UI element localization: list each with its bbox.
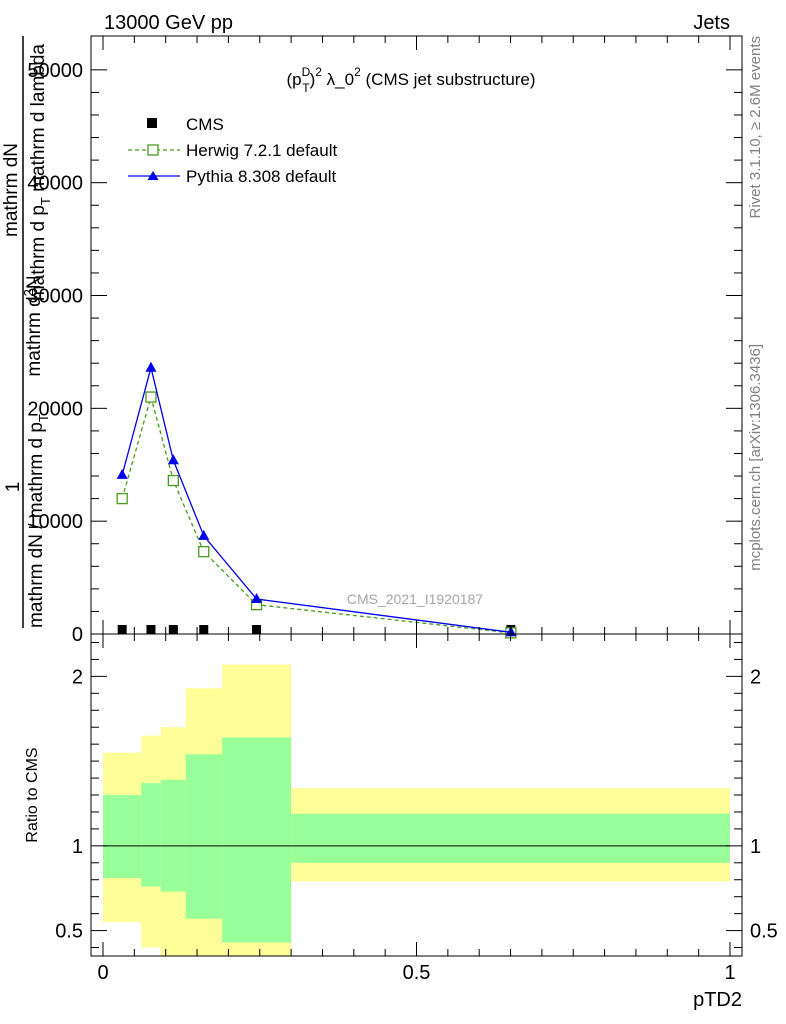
- ratio-ylabel: Ratio to CMS: [24, 747, 41, 842]
- ylabel-frac2-num-a: mathrm d: [24, 296, 45, 376]
- title-sup-d: D: [302, 65, 311, 79]
- data-point-herwig-7-2-1-default: [167, 474, 179, 487]
- series-line-herwig-7-2-1-default: [121, 394, 511, 634]
- mcplots-label: mcplots.cern.ch [arXiv:1306.3436]: [747, 344, 764, 571]
- legend-marker-pythia: [147, 171, 159, 180]
- ylabel-frac1-num: mathrm dN: [1, 143, 22, 237]
- ylabel-one: 1: [3, 482, 24, 493]
- title-sub-t: T: [302, 81, 310, 95]
- ylabel-frac2-den-b: mathrm d lambda: [28, 44, 49, 198]
- plot-title: (pD T)2 λ_02 (CMS jet substructure): [286, 65, 535, 95]
- data-point-herwig-7-2-1-default: [145, 391, 157, 403]
- ratio-band-green: [185, 754, 223, 919]
- ratio-y-tick-label: 1: [72, 836, 83, 858]
- ratio-y-tick-label-right: 1: [750, 836, 761, 858]
- ratio-plot: 0.5 0.5 1 1 2 2 0 0.5 1 Ratio to CMS pTD2: [24, 633, 778, 1011]
- y-tick-label: 50000: [27, 60, 83, 82]
- ratio-y-tick-label: 2: [72, 666, 83, 688]
- svg-text:mathrm d2N: mathrm d2N: [21, 275, 45, 376]
- ylabel-frac2-den-sub: T: [38, 197, 53, 205]
- ylabel-frac2-den: mathrm d pT mathrm d lambda: [28, 44, 53, 302]
- ratio-y-tick-label-right: 2: [750, 666, 761, 688]
- ylabel-frac2-num: mathrm d2N: [21, 275, 45, 376]
- svg-text:mathrm d pT mathrm d lambda: mathrm d pT mathrm d lambda: [28, 44, 53, 302]
- y-axis-ticks: 0 10000 20000 30000 40000 50000: [27, 36, 742, 646]
- header-right: Jets: [693, 12, 730, 34]
- series-line-pythia-8-308-default: [121, 367, 511, 633]
- title-part-a: (p: [286, 70, 301, 89]
- ratio-axis-ticks: 0.5 0.5 1 1 2 2 0 0.5 1: [55, 634, 778, 984]
- ylabel-frac1-den: mathrm dN / mathrm d pT: [26, 414, 51, 628]
- title-part-b: ): [310, 70, 316, 89]
- ylabel-frac2-den-a: mathrm d p: [28, 205, 49, 301]
- x-tick-label: 0: [97, 962, 108, 984]
- data-point-herwig-7-2-1-default: [198, 545, 210, 558]
- legend-marker-cms: [147, 118, 157, 128]
- y-tick-label: 30000: [27, 286, 83, 308]
- ylabel-frac2-num-b: N: [24, 275, 45, 289]
- legend: CMS Herwig 7.2.1 default Pythia 8.308 de…: [128, 115, 337, 186]
- legend-marker-herwig: [147, 144, 159, 156]
- legend-label-pythia: Pythia 8.308 default: [186, 167, 337, 186]
- y-tick-label: 40000: [27, 173, 83, 195]
- data-point-pythia-8-308-default: [116, 468, 128, 479]
- ratio-bands: [103, 664, 730, 956]
- data-point-cms: [117, 625, 127, 634]
- ratio-band-green: [222, 737, 292, 943]
- ratio-y-tick-label-right: 0.5: [750, 921, 778, 943]
- main-ylabel: 1 mathrm dN mathrm dN / mathrm d pT math…: [1, 36, 53, 628]
- x-axis-label: pTD2: [693, 989, 742, 1011]
- data-point-cms: [199, 625, 209, 634]
- data-point-pythia-8-308-default: [198, 529, 210, 540]
- y-tick-label: 20000: [27, 398, 83, 420]
- title-sup-2b: 2: [354, 65, 361, 79]
- title-part-d: (CMS jet substructure): [361, 70, 536, 89]
- x-tick-label: 0.5: [403, 962, 431, 984]
- svg-text:mathrm dN / mathrm d pT: mathrm dN / mathrm d pT: [26, 414, 51, 628]
- legend-label-herwig: Herwig 7.2.1 default: [186, 141, 337, 160]
- ylabel-frac1-den-sub: T: [36, 414, 51, 422]
- data-point-cms: [252, 625, 262, 634]
- ratio-band-green: [291, 813, 730, 863]
- y-tick-label: 0: [72, 624, 83, 646]
- ylabel-frac1-den-main: mathrm dN / mathrm d p: [26, 422, 47, 628]
- title-sup-2a: 2: [315, 65, 322, 79]
- x-tick-label: 1: [724, 962, 735, 984]
- data-point-pythia-8-308-default: [167, 454, 179, 465]
- legend-label-cms: CMS: [186, 115, 224, 134]
- title-part-c: λ_0: [322, 70, 354, 89]
- ratio-band-green: [103, 795, 142, 879]
- ratio-y-tick-label: 0.5: [55, 921, 83, 943]
- ylabel-frac2-num-sup: 2: [21, 289, 36, 296]
- ratio-plot-frame: [90, 633, 743, 957]
- data-point-cms: [146, 625, 156, 634]
- ratio-band-green: [160, 779, 186, 892]
- data-point-pythia-8-308-default: [251, 593, 263, 604]
- header-left: 13000 GeV pp: [104, 12, 233, 34]
- ratio-band-green: [141, 783, 161, 887]
- analysis-watermark: CMS_2021_I1920187: [347, 591, 483, 607]
- y-tick-label: 10000: [27, 511, 83, 533]
- data-point-herwig-7-2-1-default: [116, 492, 128, 505]
- data-point-pythia-8-308-default: [145, 361, 157, 372]
- data-point-cms: [168, 625, 178, 634]
- rivet-label: Rivet 3.1.10, ≥ 2.6M events: [747, 36, 764, 219]
